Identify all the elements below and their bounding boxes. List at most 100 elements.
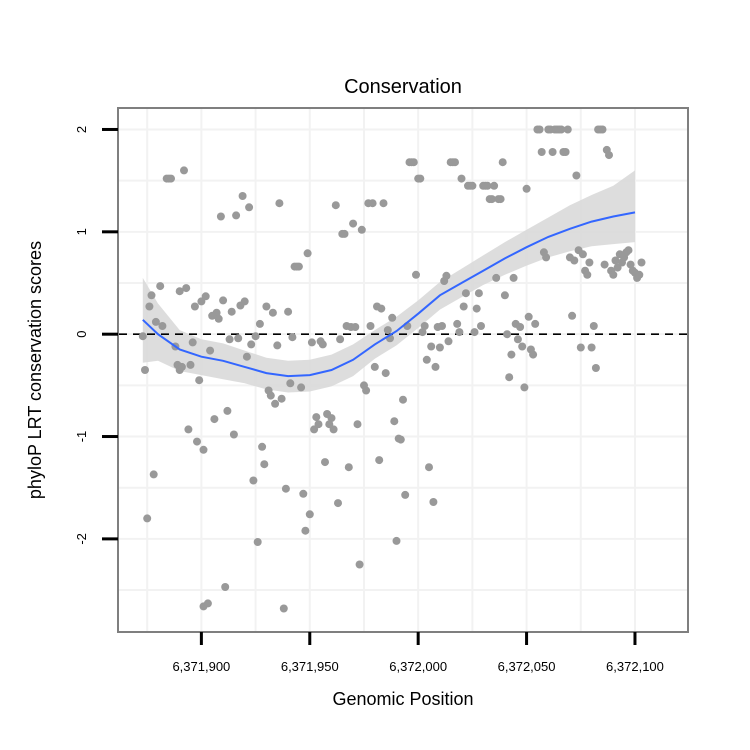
data-point: [158, 322, 167, 330]
data-point: [279, 604, 288, 613]
data-point: [444, 337, 453, 346]
data-point: [255, 319, 264, 328]
confidence-ribbon: [142, 170, 636, 393]
data-point: [435, 343, 444, 352]
data-point: [143, 514, 152, 523]
data-point: [451, 158, 459, 167]
data-point: [379, 199, 388, 208]
data-point: [591, 364, 600, 372]
y-tick-label: 1: [74, 228, 89, 235]
data-point: [299, 489, 308, 498]
data-point: [392, 536, 401, 545]
data-point: [409, 158, 418, 167]
data-point: [362, 386, 371, 395]
data-point: [229, 430, 238, 439]
data-point: [221, 583, 230, 591]
data-point: [605, 151, 613, 160]
data-point: [572, 171, 581, 180]
data-point: [312, 413, 321, 422]
data-point: [251, 332, 260, 341]
data-point: [587, 343, 596, 352]
data-point: [327, 414, 336, 423]
data-point: [425, 463, 433, 472]
data-point: [516, 323, 525, 331]
data-point: [242, 352, 251, 361]
y-tick-label: -2: [74, 533, 89, 545]
data-point: [513, 335, 522, 344]
data-point: [273, 341, 282, 350]
data-point: [522, 184, 531, 193]
data-point: [141, 366, 149, 374]
data-point: [240, 297, 249, 306]
data-point: [498, 158, 507, 167]
data-point: [227, 307, 236, 316]
data-point: [529, 350, 538, 359]
confidence-ribbon-layer: [142, 170, 636, 393]
data-point: [598, 125, 607, 134]
data-point: [277, 394, 286, 403]
data-point: [275, 199, 284, 208]
data-point: [455, 328, 464, 337]
data-point: [203, 599, 212, 608]
data-point: [429, 498, 438, 506]
data-point: [353, 420, 362, 429]
data-point: [349, 219, 358, 228]
data-point: [223, 406, 232, 415]
data-point: [487, 195, 496, 204]
data-point: [609, 270, 618, 279]
data-point: [416, 174, 425, 183]
data-point: [262, 302, 271, 311]
data-point: [151, 317, 160, 326]
data-point: [568, 311, 577, 320]
data-point: [589, 322, 598, 330]
data-point: [483, 181, 492, 190]
data-point: [477, 322, 485, 330]
data-point: [390, 417, 399, 426]
data-point: [138, 332, 147, 341]
data-point: [412, 270, 420, 279]
data-point: [214, 314, 223, 323]
data-point: [438, 322, 446, 330]
data-point: [238, 192, 247, 200]
data-point: [193, 437, 201, 446]
data-point: [271, 399, 280, 408]
data-point: [247, 340, 256, 349]
data-point: [388, 313, 397, 322]
data-point: [431, 362, 440, 371]
data-point: [186, 360, 195, 369]
data-point: [147, 291, 156, 300]
data-point: [340, 229, 349, 238]
smooth-line-layer: [142, 211, 636, 378]
data-point: [216, 212, 225, 221]
data-point: [184, 425, 193, 434]
data-point: [459, 302, 468, 311]
data-point: [284, 307, 293, 316]
data-point: [635, 270, 644, 279]
data-point: [505, 373, 514, 382]
data-point: [524, 312, 533, 321]
y-tick-label: -1: [74, 431, 89, 443]
data-point: [578, 250, 587, 259]
data-point: [234, 334, 243, 343]
data-point: [427, 342, 436, 351]
data-point: [366, 322, 375, 330]
data-point: [453, 319, 462, 328]
data-point: [314, 420, 323, 429]
data-point: [401, 490, 410, 499]
data-point: [399, 395, 407, 404]
data-point: [457, 174, 466, 183]
data-point: [297, 383, 306, 392]
data-point: [305, 510, 314, 519]
data-point: [468, 181, 477, 190]
data-point: [175, 287, 184, 296]
data-point: [585, 258, 594, 267]
data-point: [286, 379, 295, 388]
data-point: [232, 211, 241, 220]
data-point: [188, 338, 197, 347]
data-point: [355, 560, 364, 569]
data-point: [381, 369, 390, 378]
data-point: [225, 335, 234, 344]
data-point: [294, 262, 303, 271]
